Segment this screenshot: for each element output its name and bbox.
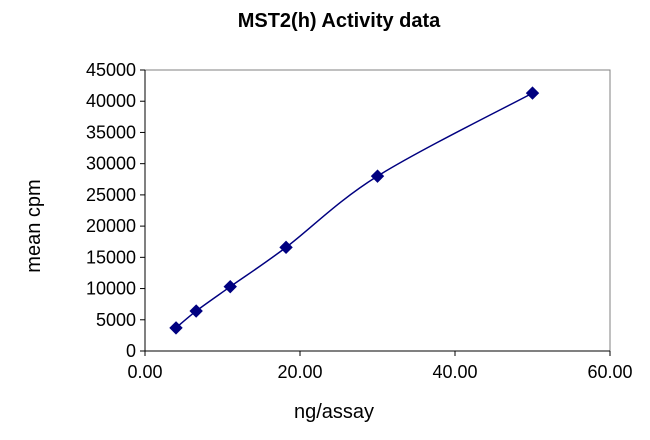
y-tick-label: 10000 <box>86 279 136 299</box>
y-tick-label: 30000 <box>86 154 136 174</box>
y-tick-label: 35000 <box>86 122 136 142</box>
y-tick-label: 0 <box>126 341 136 361</box>
x-tick-label: 40.00 <box>432 362 477 382</box>
x-axis-title: ng/assay <box>294 401 374 423</box>
y-tick-label: 25000 <box>86 185 136 205</box>
y-tick-label: 40000 <box>86 91 136 111</box>
x-axis: 0.00 20.00 40.00 60.00 <box>127 350 633 382</box>
data-point-diamond <box>189 304 203 318</box>
y-tick-label: 45000 <box>86 60 136 80</box>
chart-title: MST2(h) Activity data <box>238 10 441 32</box>
x-tick-label: 60.00 <box>587 362 632 382</box>
data-point-diamond <box>223 279 237 294</box>
series <box>169 86 540 335</box>
data-point-diamond <box>525 86 540 100</box>
data-point-diamond <box>370 169 385 183</box>
y-tick-label: 5000 <box>96 310 136 330</box>
data-point-diamond <box>169 321 183 335</box>
plot-area <box>144 69 611 352</box>
y-axis-title: mean cpm <box>23 179 45 272</box>
y-tick-label: 15000 <box>86 247 136 267</box>
x-tick-label: 0.00 <box>127 362 162 382</box>
y-tick-label: 20000 <box>86 216 136 236</box>
data-point-diamond <box>279 240 293 255</box>
x-tick-label: 20.00 <box>277 362 322 382</box>
y-axis: 0 5000 10000 15000 20000 25000 30000 35000 40000… <box>86 60 146 361</box>
